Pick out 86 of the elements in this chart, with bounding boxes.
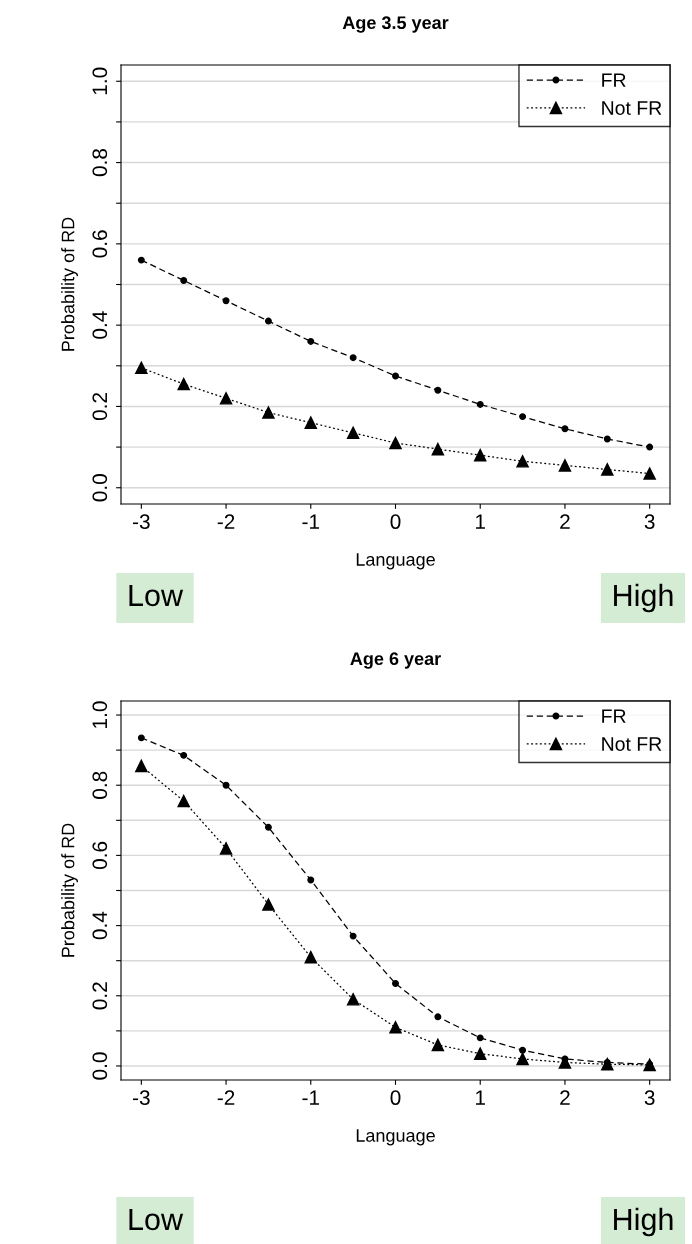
x-tick-label: 1 [476, 1090, 485, 1105]
point [558, 459, 572, 472]
point [646, 443, 654, 451]
x-tick-label: 1 [476, 514, 485, 529]
point [304, 950, 318, 964]
y-tick-label: 0.6 [92, 230, 108, 258]
y-tick-label: 0.6 [92, 841, 108, 870]
text: Low [129, 584, 184, 607]
legend-label: Not FR [602, 737, 662, 751]
point [307, 876, 315, 884]
point [476, 400, 484, 408]
x-axis-title: Language [356, 553, 435, 570]
point [392, 372, 399, 380]
point [346, 993, 360, 1006]
point [349, 354, 357, 362]
x-tick-label: 0 [390, 514, 401, 530]
point [219, 392, 233, 405]
x-tick-label: -2 [217, 1090, 235, 1105]
y-tick-label: 0.0 [92, 474, 108, 502]
point [516, 455, 529, 468]
x-tick-label: -3 [133, 1090, 150, 1106]
x-tick-label: 2 [560, 1090, 570, 1105]
y-tick-label: 1.0 [92, 67, 108, 95]
point [135, 759, 148, 773]
y-tick-label: 0.8 [92, 148, 108, 177]
legend-label: Not FR [602, 101, 662, 115]
point [431, 1038, 445, 1052]
chart-title: Age 6 year [350, 652, 441, 669]
point [349, 932, 357, 940]
point [137, 734, 145, 742]
point [434, 386, 442, 394]
point [392, 980, 399, 987]
point [434, 1013, 442, 1021]
point [389, 436, 402, 450]
y-tick-label: 0.2 [92, 393, 108, 421]
point [389, 1021, 402, 1034]
point [222, 297, 230, 305]
legend-label: FR [602, 73, 626, 87]
y-tick-label: 1.0 [92, 701, 108, 728]
point [137, 256, 145, 264]
y-axis-title: Probability of RD [61, 823, 78, 957]
point [304, 416, 318, 429]
text: High [614, 583, 673, 613]
text: Low [129, 1208, 184, 1231]
x-tick-label: -3 [133, 514, 150, 530]
point [476, 1034, 484, 1042]
chart-title: Age 3.5 year [342, 16, 449, 33]
x-tick-label: 0 [390, 1090, 401, 1106]
point [601, 463, 614, 476]
x-axis-title: Language [356, 1129, 435, 1146]
x-tick-label: 3 [644, 1090, 655, 1106]
point [346, 426, 360, 440]
point [603, 435, 611, 443]
point [180, 751, 188, 759]
x-tick-label: -2 [217, 514, 235, 529]
point [135, 361, 148, 375]
point [431, 442, 445, 456]
x-tick-label: -1 [302, 514, 320, 529]
y-tick-label: 0.0 [92, 1052, 108, 1080]
y-tick-label: 0.4 [92, 311, 108, 339]
point [177, 794, 190, 808]
point [519, 1046, 527, 1054]
point [262, 898, 275, 911]
point [519, 413, 527, 421]
x-tick-label: 3 [644, 514, 655, 530]
point [473, 1047, 487, 1060]
point [262, 406, 275, 419]
x-tick-label: -1 [302, 1090, 320, 1105]
point [264, 317, 272, 325]
point [473, 448, 487, 462]
y-tick-label: 0.4 [92, 911, 108, 940]
point [222, 781, 230, 789]
y-tick-label: 0.2 [92, 982, 108, 1010]
y-axis-title: Probability of RD [61, 217, 78, 351]
legend-label: FR [602, 709, 626, 723]
point [561, 425, 569, 433]
point [180, 276, 188, 284]
y-tick-label: 0.8 [92, 771, 108, 799]
point [643, 467, 656, 480]
point [177, 377, 190, 391]
point [219, 842, 233, 855]
point [516, 1052, 529, 1066]
x-tick-label: 2 [560, 514, 570, 529]
text: High [614, 1207, 673, 1237]
point [264, 823, 272, 831]
point [307, 337, 315, 345]
